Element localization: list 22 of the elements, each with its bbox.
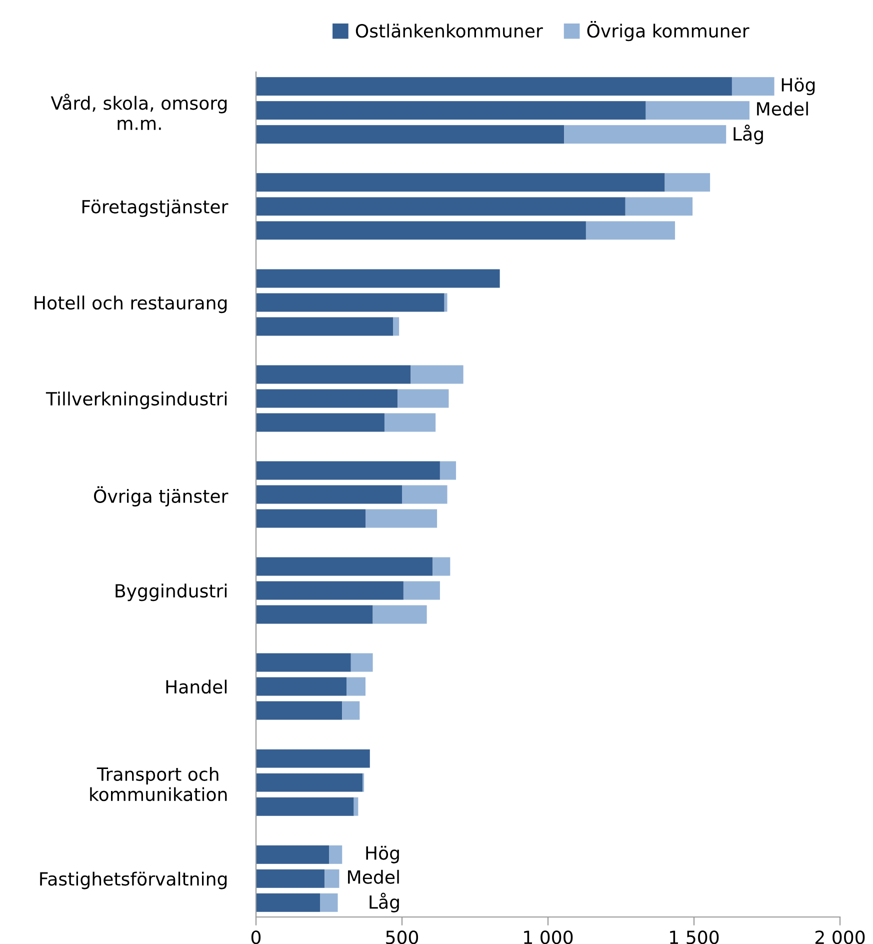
annotation: Låg — [734, 124, 763, 144]
y-tick-label: Hotell och restaurang — [34, 296, 227, 314]
y-tick-label: Fastighetsförvaltning — [40, 872, 227, 890]
y-tick-label: Vård, skola, omsorg m.m. — [50, 94, 227, 130]
y-tick-label: Företagstjänster — [82, 200, 228, 218]
annotation: Hög — [782, 78, 815, 96]
y-tick-label: Byggindustri — [116, 584, 227, 602]
y-tick-label: Handel — [166, 680, 227, 694]
y-tick-label: Övriga tjänster — [94, 486, 228, 506]
legend-label: Övriga kommuner — [587, 20, 750, 42]
annotation: Hög — [366, 846, 399, 864]
y-tick-label: Tillverkningsindustri — [46, 392, 227, 410]
x-tick-label: 1 000 — [524, 930, 573, 944]
annotation: Medel — [757, 102, 808, 116]
x-tick-label: 1 500 — [670, 930, 719, 944]
annotation: Medel — [348, 870, 399, 884]
x-tick-label: 2 000 — [815, 930, 865, 944]
legend-label: Ostlänkenkommuner — [356, 24, 543, 38]
annotation: Låg — [370, 892, 399, 912]
x-tick-label: 500 — [386, 930, 418, 944]
x-tick-label: 0 — [251, 930, 261, 944]
y-tick-label: Transport och kommunikation — [90, 766, 227, 802]
